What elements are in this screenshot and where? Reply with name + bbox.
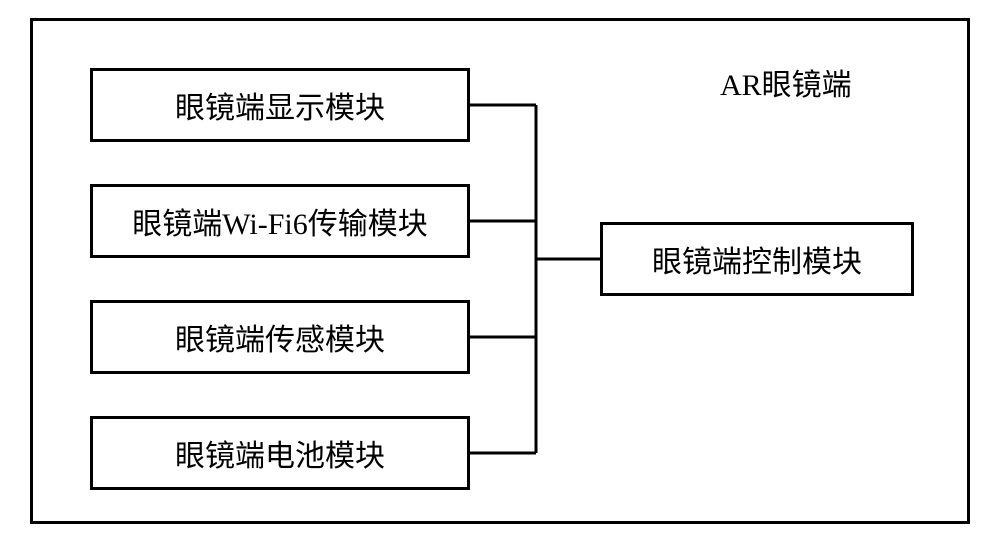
- module-label: 眼镜端显示模块: [175, 83, 385, 127]
- module-label: 眼镜端Wi-Fi6传输模块: [132, 199, 427, 243]
- module-label: 眼镜端电池模块: [175, 431, 385, 475]
- module-label: 眼镜端传感模块: [175, 315, 385, 359]
- module-box-wifi6: 眼镜端Wi-Fi6传输模块: [90, 184, 470, 258]
- module-box-battery: 眼镜端电池模块: [90, 416, 470, 490]
- module-box-sensor: 眼镜端传感模块: [90, 300, 470, 374]
- module-box-control: 眼镜端控制模块: [600, 222, 914, 296]
- module-label: 眼镜端控制模块: [652, 237, 862, 281]
- module-box-display: 眼镜端显示模块: [90, 68, 470, 142]
- diagram-title: AR眼镜端: [720, 60, 852, 104]
